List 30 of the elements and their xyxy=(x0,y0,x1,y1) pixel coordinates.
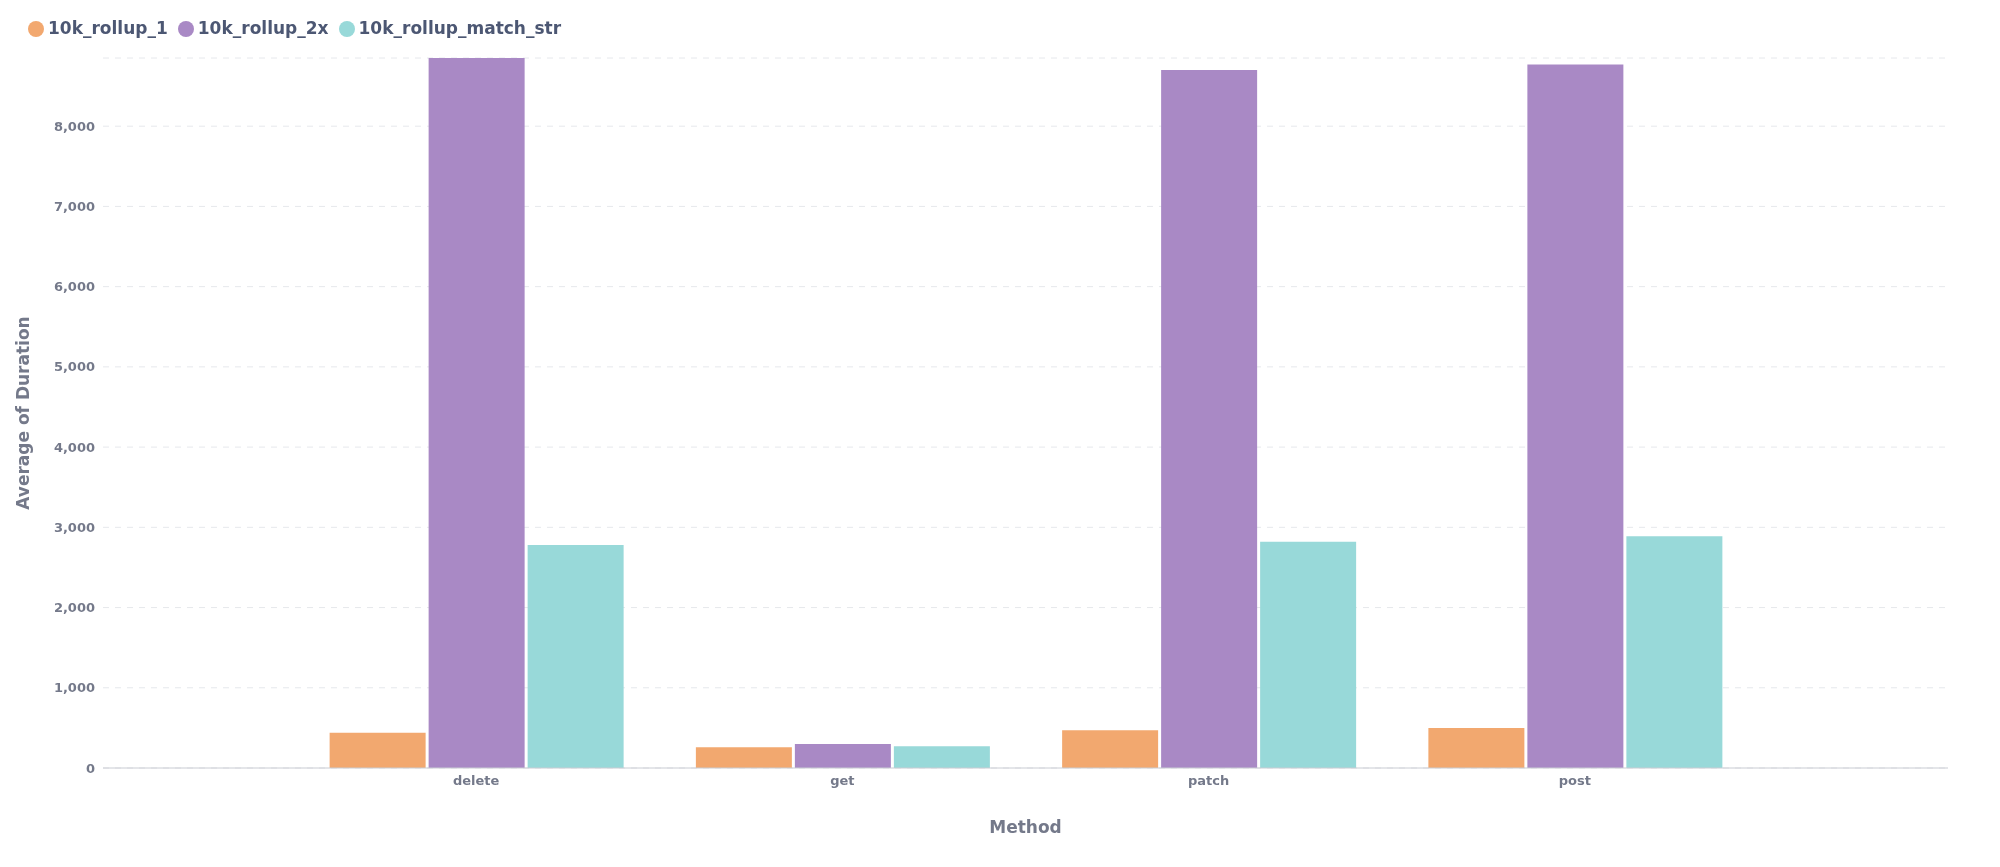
bar xyxy=(428,58,525,768)
y-tick-label: 6,000 xyxy=(53,279,95,295)
y-tick-label: 3,000 xyxy=(53,519,95,535)
bar xyxy=(794,743,891,768)
x-tick-label: get xyxy=(830,773,855,789)
bar xyxy=(1428,727,1525,768)
y-tick-label: 2,000 xyxy=(53,600,95,616)
bar xyxy=(527,544,624,768)
bar xyxy=(893,746,990,768)
x-tick-label: delete xyxy=(452,773,500,789)
y-axis-title: Average of Duration xyxy=(13,316,34,510)
legend-label: 10k_rollup_2x xyxy=(197,18,329,38)
legend-label: 10k_rollup_match_str xyxy=(358,18,562,38)
y-tick-label: 7,000 xyxy=(53,199,95,215)
y-tick-label: 8,000 xyxy=(53,118,95,134)
bar xyxy=(329,732,426,768)
y-tick-label: 5,000 xyxy=(53,359,95,375)
x-tick-label: patch xyxy=(1187,773,1230,789)
bar xyxy=(1527,64,1624,768)
y-tick-label: 1,000 xyxy=(53,680,95,696)
bar xyxy=(695,747,792,768)
bar xyxy=(1626,536,1723,768)
bar xyxy=(1260,541,1357,768)
x-axis-title: Method xyxy=(989,817,1062,837)
legend-label: 10k_rollup_1 xyxy=(48,18,168,38)
y-tick-label: 0 xyxy=(85,760,95,776)
y-tick-label: 4,000 xyxy=(53,439,95,455)
bar xyxy=(1161,70,1258,768)
bar xyxy=(1062,730,1159,768)
x-tick-label: post xyxy=(1558,773,1591,789)
